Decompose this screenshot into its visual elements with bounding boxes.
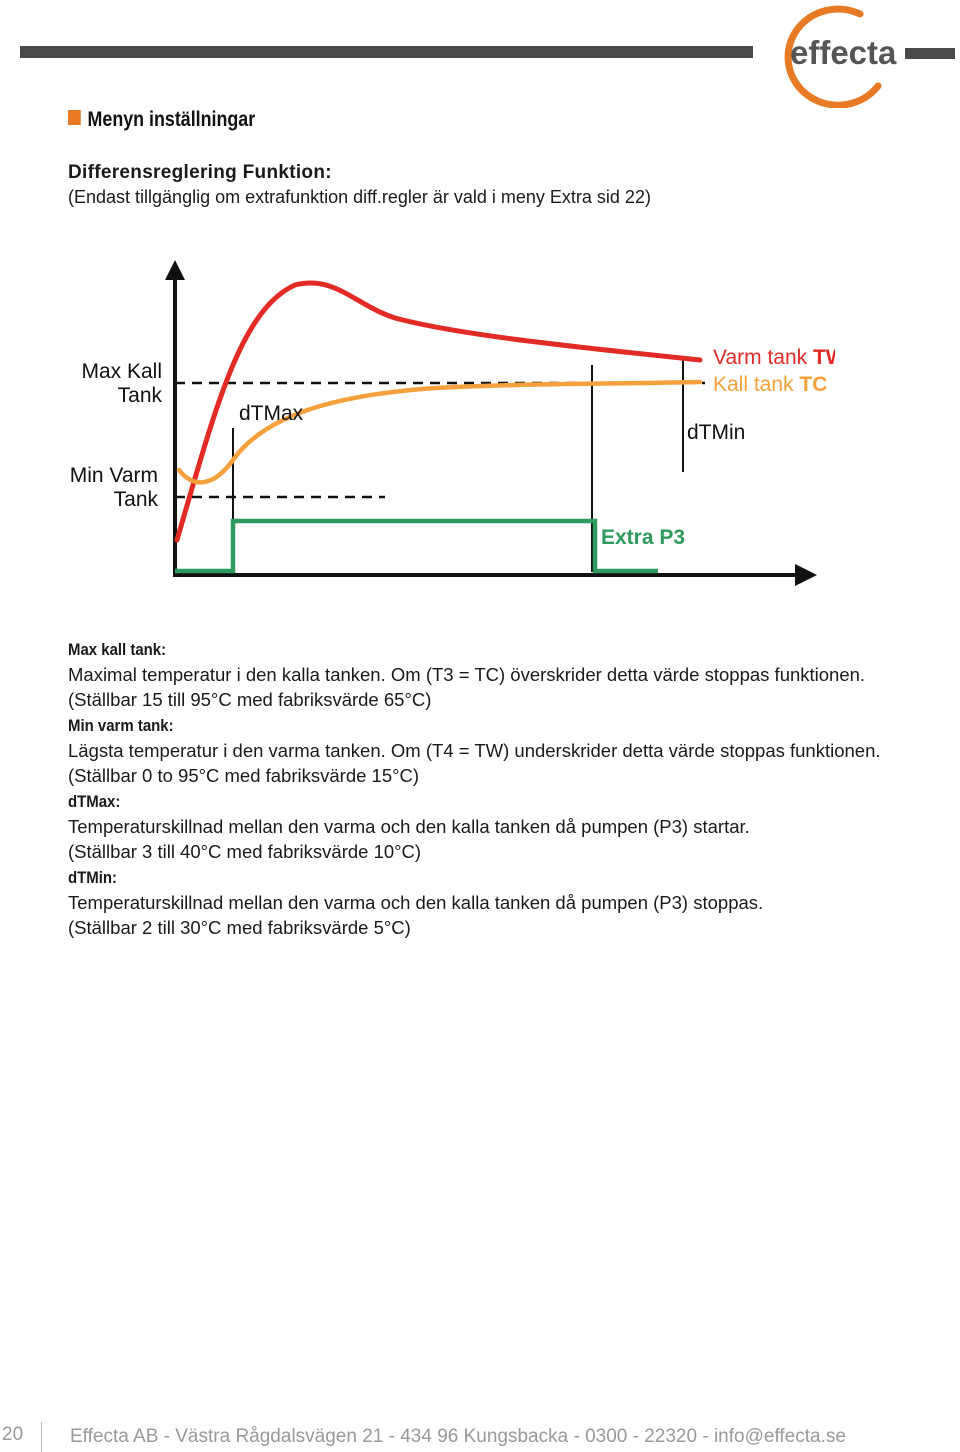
- effecta-logo: effecta: [784, 5, 897, 108]
- diff-regulation-diagram: Max Kall Tank Min Varm Tank dTMax dTMin …: [70, 260, 835, 586]
- def-dtmin-line-1: Temperaturskillnad mellan den varma och …: [68, 892, 764, 913]
- legend-cold-prefix: Kall tank: [713, 373, 799, 396]
- extra-p3-pump-signal: [175, 518, 658, 574]
- definitions: Max kall tank: Maximal temperatur i den …: [68, 636, 908, 940]
- def-dtmax-line-1: Temperaturskillnad mellan den varma och …: [68, 816, 750, 837]
- def-max-kall-tank-line-1: Maximal temperatur i den kalla tanken. O…: [68, 664, 866, 685]
- header-rule-left: [20, 46, 753, 58]
- logo-ring: [784, 5, 882, 108]
- footer-divider: [41, 1422, 42, 1452]
- footer-contact: Effecta AB - Västra Rågdalsvägen 21 - 43…: [70, 1426, 846, 1447]
- def-dtmin-line-2: (Ställbar 2 till 30°C med fabriksvärde 5…: [68, 917, 411, 938]
- def-dtmax-line-2: (Ställbar 3 till 40°C med fabriksvärde 1…: [68, 841, 422, 862]
- def-max-kall-tank-line-2: (Ställbar 15 till 95°C med fabriksvärde …: [68, 689, 432, 710]
- logo-text: effecta: [790, 34, 897, 71]
- section-heading: Menyn inställningar: [68, 108, 255, 132]
- y-axis-arrow: [165, 260, 185, 280]
- function-title: Differensreglering Funktion:: [68, 162, 332, 183]
- term-min-varm-tank: Min varm tank:: [68, 716, 174, 735]
- extra-p3-label: Extra P3: [601, 526, 685, 549]
- legend-cold-tank: Kall tank TC: [713, 373, 827, 396]
- header-rule-right: [905, 48, 955, 59]
- page-footer: 20 Effecta AB - Västra Rågdalsvägen 21 -…: [0, 1422, 960, 1452]
- def-min-varm-tank-line-1: Lägsta temperatur i den varma tanken. Om…: [68, 740, 881, 786]
- legend-warm-tank: Varm tank TW: [713, 346, 835, 369]
- dtmax-label: dTMax: [239, 402, 304, 425]
- section-bullet: [68, 110, 81, 125]
- term-max-kall-tank: Max kall tank:: [68, 640, 167, 659]
- page-number: 20: [2, 1424, 24, 1445]
- term-dtmin: dTMin:: [68, 868, 118, 887]
- legend-cold-code: TC: [799, 373, 827, 396]
- min-varm-label-2: Tank: [114, 488, 159, 511]
- min-varm-label-1: Min Varm: [70, 464, 158, 487]
- max-kall-label-1: Max Kall: [81, 360, 162, 383]
- term-dtmax: dTMax:: [68, 792, 121, 811]
- dtmin-label: dTMin: [687, 421, 745, 444]
- section-title: Menyn inställningar: [87, 108, 256, 131]
- x-axis-arrow: [795, 564, 817, 586]
- legend-warm-code: TW: [813, 346, 835, 369]
- max-kall-label-2: Tank: [118, 384, 163, 407]
- warm-tank-curve: [174, 280, 703, 543]
- function-note: (Endast tillgänglig om extrafunktion dif…: [68, 187, 651, 207]
- legend-warm-prefix: Varm tank: [713, 346, 813, 369]
- cold-tank-curve: [176, 379, 703, 485]
